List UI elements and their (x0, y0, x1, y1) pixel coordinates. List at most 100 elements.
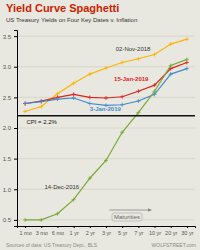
x-tick-mark (74, 226, 75, 228)
series-marker (169, 64, 173, 68)
x-tick-label: 1 mo (19, 230, 31, 236)
series-marker (136, 111, 140, 115)
credit: WOLFSTREET.com (152, 242, 196, 248)
series-marker (23, 102, 27, 106)
y-tick: 3.5 (3, 34, 17, 40)
grid-line (17, 36, 195, 37)
series-label: 15-Jan-2019 (114, 76, 149, 82)
x-tick: 20 yr (165, 226, 177, 236)
series-marker (72, 198, 76, 202)
series-marker (104, 158, 108, 162)
x-tick-mark (187, 226, 188, 228)
series-marker (72, 96, 76, 100)
x-tick-mark (25, 226, 26, 228)
arrow-label-box: Maturities (112, 213, 142, 221)
y-tick: 3.0 (3, 64, 17, 70)
series-label: 3-Jan-2019 (90, 106, 122, 112)
x-tick-label: 1 yr (70, 230, 79, 236)
x-tick: 3 mo (36, 226, 48, 236)
x-tick: 7 yr (134, 226, 143, 236)
series-label: 14-Dec-2016 (45, 184, 80, 190)
x-tick-mark (122, 226, 123, 228)
series-marker (120, 130, 124, 134)
chart: Yield Curve SpaghettiUS Treasury Yields … (0, 0, 200, 250)
x-tick-label: 2 yr (86, 230, 95, 236)
arrow-label: Maturities (114, 214, 140, 220)
plot-area (17, 37, 195, 222)
x-axis: 1 mo 3 mo 6 mo 1 yr 2 yr 3 yr 5 yr 7 yr 10 yr 20 … (18, 226, 196, 236)
arrow (109, 210, 151, 211)
series-marker (169, 42, 173, 46)
arrow-label-frame (112, 213, 142, 221)
y-tick-mark (14, 67, 17, 68)
series-marker (153, 89, 157, 93)
series-marker (185, 37, 189, 41)
x-tick: 2 yr (86, 226, 95, 236)
x-tick: 1 mo (19, 226, 31, 236)
x-axis-line (18, 227, 196, 229)
y-tick-mark (14, 220, 17, 221)
grid-line (17, 128, 195, 129)
series-marker (39, 105, 43, 109)
x-tick-label: 6 mo (52, 230, 64, 236)
y-tick-mark (14, 159, 17, 160)
series-line (25, 62, 187, 103)
series-marker (88, 95, 92, 99)
series-marker (120, 95, 124, 99)
background (0, 0, 200, 250)
reference-label: CPI = 2.2% (26, 119, 57, 125)
y-tick-label: 1.0 (3, 187, 12, 193)
series-marker (88, 176, 92, 180)
y-tick: 0.5 (3, 217, 17, 223)
series-label: 02-Nov-2018 (116, 46, 151, 52)
series-marker (88, 72, 92, 76)
x-tick: 6 mo (52, 226, 64, 236)
x-tick: 1 yr (70, 226, 79, 236)
x-tick: 3 yr (102, 226, 111, 236)
x-tick-label: 10 yr (149, 230, 161, 236)
series-line (25, 39, 187, 111)
x-tick: 30 yr (181, 226, 193, 236)
series-marker (153, 83, 157, 87)
source: Sources of data: US Treasury Dept., BLS (6, 242, 98, 248)
x-tick-label: 3 mo (36, 230, 48, 236)
y-tick-label: 2.0 (3, 125, 12, 131)
series-marker (23, 109, 27, 113)
y-tick-mark (14, 128, 17, 129)
series-marker (136, 99, 140, 103)
series-marker (136, 89, 140, 93)
x-tick-mark (57, 226, 58, 228)
y-tick-label: 3.0 (3, 64, 12, 70)
x-tick-label: 30 yr (181, 230, 193, 236)
y-tick-mark (14, 189, 17, 190)
x-tick-mark (106, 226, 107, 228)
x-tick-mark (155, 226, 156, 228)
series-marker (169, 72, 173, 76)
series-marker (185, 57, 189, 61)
y-tick-label: 1.5 (3, 156, 12, 162)
x-tick: 5 yr (118, 226, 127, 236)
series-marker (55, 97, 59, 101)
x-tick-mark (90, 226, 91, 228)
series-marker (136, 57, 140, 61)
series-line (25, 59, 187, 219)
series-marker (23, 102, 27, 106)
reference-line (17, 115, 195, 116)
y-tick: 1.5 (3, 156, 17, 162)
y-axis: 0.5 1.0 1.5 2.0 2.5 3.0 3.5 (3, 31, 18, 227)
y-tick-label: 2.5 (3, 95, 12, 101)
series-marker (23, 218, 27, 222)
series-marker (72, 81, 76, 85)
x-tick-label: 5 yr (118, 230, 127, 236)
series-marker (55, 212, 59, 216)
grid (17, 36, 195, 220)
y-tick: 2.5 (3, 95, 17, 101)
x-tick-mark (138, 226, 139, 228)
series-marker (185, 67, 189, 71)
y-tick-mark (14, 36, 17, 37)
y-tick: 1.0 (3, 187, 17, 193)
y-axis-line (14, 31, 18, 227)
y-tick: 2.0 (3, 125, 17, 131)
y-tick-label: 3.5 (3, 34, 12, 40)
x-tick-label: 3 yr (102, 230, 111, 236)
